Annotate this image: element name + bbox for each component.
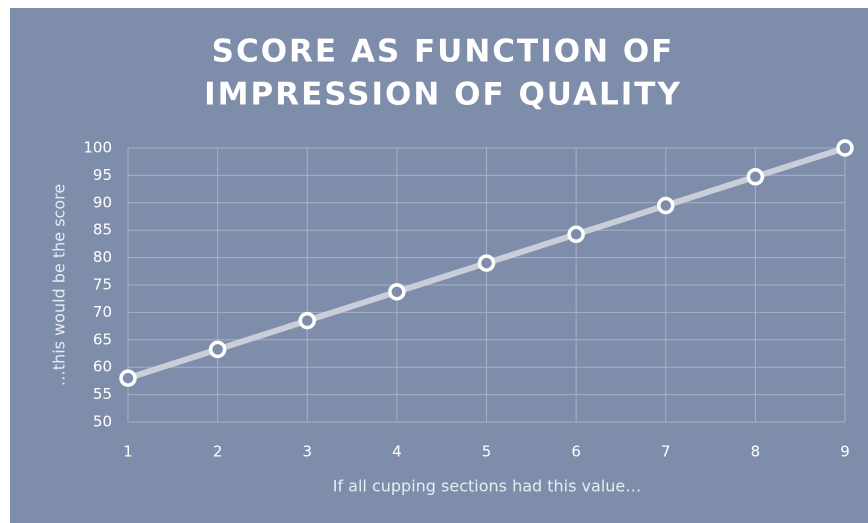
y-tick-label: 70 [93,303,112,321]
x-axis-label: If all cupping sections had this value… [333,477,642,496]
x-tick-label: 1 [123,443,133,461]
y-tick-label: 75 [93,276,112,294]
x-tick-label: 6 [571,443,581,461]
y-tick-label: 85 [93,221,112,239]
x-tick-label: 3 [302,443,312,461]
point [208,340,227,359]
y-tick-label: 50 [93,413,112,431]
chart-title-line: IMPRESSION OF QUALITY [204,77,682,113]
y-tick-label: 55 [93,385,112,403]
x-tick-label: 7 [661,443,671,461]
x-tick-label: 2 [213,443,223,461]
point [119,369,137,387]
point [836,139,854,157]
y-tick-label: 95 [93,166,112,184]
point [388,283,406,301]
x-tick-label: 5 [482,443,492,461]
y-axis-label: …this would be the score [50,184,69,386]
point [657,196,675,215]
point [477,254,496,272]
point [746,168,765,186]
y-tick-label: 80 [93,248,112,266]
y-tick-label: 60 [93,358,112,376]
point [298,311,316,330]
background [10,8,868,523]
y-tick-label: 100 [83,139,112,157]
x-tick-label: 4 [392,443,402,461]
x-tick-label: 8 [751,443,761,461]
chart-title-line: SCORE AS FUNCTION OF [212,34,675,70]
y-tick-label: 90 [93,193,112,211]
point [567,225,585,244]
y-tick-label: 65 [93,330,112,348]
x-tick-label: 9 [840,443,850,461]
